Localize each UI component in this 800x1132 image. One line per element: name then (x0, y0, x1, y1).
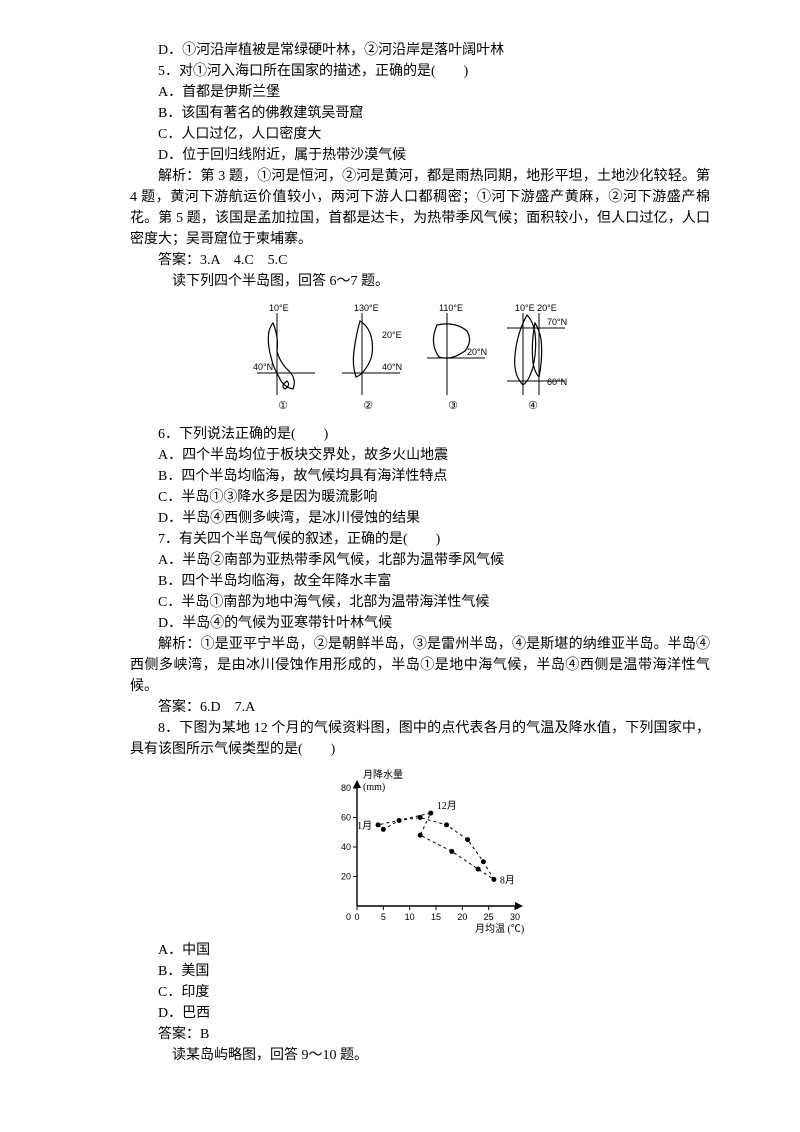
q5-option-d: D．位于回归线附近，属于热带沙漠气候 (130, 145, 710, 166)
climate-chart: 0 5 10 15 20 25 30 20 40 60 80 0 月降水量(mm) 月均温 (℃) 1月 8月… (130, 766, 710, 936)
q5-stem: 5．对①河入海口所在国家的描述，正确的是( ) (130, 61, 710, 82)
svg-text:20: 20 (341, 872, 351, 882)
svg-text:③: ③ (448, 400, 458, 412)
q6-option-d: D．半岛④西侧多峡湾，是冰川侵蚀的结果 (130, 508, 710, 529)
answers-3-4-5: 答案：3.A 4.C 5.C (130, 250, 710, 271)
q7-option-a: A．半岛②南部为亚热带季风气候，北部为温带季风气候 (130, 550, 710, 571)
svg-text:30: 30 (510, 912, 520, 922)
svg-text:110°E: 110°E (439, 303, 463, 313)
svg-text:20°E: 20°E (382, 330, 402, 340)
svg-text:0: 0 (354, 912, 359, 922)
svg-text:130°E: 130°E (354, 303, 379, 313)
q6-7-intro: 读下列四个半岛图，回答 6～7 题。 (130, 271, 710, 292)
svg-text:10°E 20°E: 10°E 20°E (515, 303, 557, 313)
svg-text:40: 40 (341, 842, 351, 852)
q4-option-d: D．①河沿岸植被是常绿硬叶林，②河沿岸是落叶阔叶林 (130, 40, 710, 61)
svg-text:①: ① (278, 400, 288, 412)
q6-option-a: A．四个半岛均位于板块交界处，故多火山地震 (130, 445, 710, 466)
answers-6-7: 答案：6.D 7.A (130, 697, 710, 718)
svg-text:20: 20 (457, 912, 467, 922)
q8-option-b: B．美国 (130, 961, 710, 982)
svg-text:月均温 (℃): 月均温 (℃) (475, 923, 524, 935)
q7-option-c: C．半岛①南部为地中海气候，北部为温带海洋性气候 (130, 592, 710, 613)
svg-text:60°N: 60°N (547, 377, 567, 387)
svg-text:60: 60 (341, 813, 351, 823)
peninsula-figure: 10°E 40°N ① 130°E 40°N 20°E ② 110°E 20°N ③ 10°E 20… (130, 298, 710, 420)
q8-option-c: C．印度 (130, 982, 710, 1003)
q8-option-a: A．中国 (130, 940, 710, 961)
analysis-3-4-5: 解析：第 3 题，①河是恒河，②河是黄河，都是雨热同期，地形平坦，土地沙化较轻。… (130, 166, 710, 250)
svg-text:15: 15 (431, 912, 441, 922)
page: D．①河沿岸植被是常绿硬叶林，②河沿岸是落叶阔叶林 5．对①河入海口所在国家的描… (0, 0, 800, 1132)
q8-stem: 8．下图为某地 12 个月的气候资料图，图中的点代表各月的气温及降水值，下列国家… (130, 718, 710, 760)
svg-text:10°E: 10°E (269, 303, 289, 313)
svg-text:④: ④ (528, 400, 538, 412)
svg-text:②: ② (363, 400, 373, 412)
q8-answer: 答案：B (130, 1024, 710, 1045)
svg-text:8月: 8月 (500, 874, 515, 886)
svg-text:80: 80 (341, 783, 351, 793)
q6-option-b: B．四个半岛均临海，故气候均具有海洋性特点 (130, 466, 710, 487)
climate-chart-svg: 0 5 10 15 20 25 30 20 40 60 80 0 月降水量(mm) 月均温 (℃) 1月 8月… (315, 766, 525, 936)
svg-text:10: 10 (405, 912, 415, 922)
svg-text:70°N: 70°N (547, 317, 567, 327)
q6-option-c: C．半岛①③降水多是因为暖流影响 (130, 487, 710, 508)
analysis-6-7: 解析：①是亚平宁半岛，②是朝鲜半岛，③是雷州半岛，④是斯堪的纳维亚半岛。半岛④西… (130, 634, 710, 697)
svg-text:1月: 1月 (357, 820, 372, 832)
svg-text:40°N: 40°N (382, 362, 402, 372)
q7-option-d: D．半岛④的气候为亚寒带针叶林气候 (130, 613, 710, 634)
q5-option-a: A．首都是伊斯兰堡 (130, 82, 710, 103)
q5-option-b: B．该国有著名的佛教建筑吴哥窟 (130, 103, 710, 124)
svg-text:40°N: 40°N (253, 362, 273, 372)
svg-text:月降水量: 月降水量 (363, 768, 403, 781)
q9-10-intro: 读某岛屿略图，回答 9～10 题。 (130, 1045, 710, 1066)
svg-text:(mm): (mm) (363, 782, 385, 793)
q5-option-c: C．人口过亿，人口密度大 (130, 124, 710, 145)
q7-option-b: B．四个半岛均临海，故全年降水丰富 (130, 571, 710, 592)
q8-option-d: D．巴西 (130, 1003, 710, 1024)
svg-text:25: 25 (484, 912, 494, 922)
peninsula-svg: 10°E 40°N ① 130°E 40°N 20°E ② 110°E 20°N ③ 10°E 20… (250, 298, 590, 413)
svg-text:12月: 12月 (437, 800, 457, 812)
q6-stem: 6．下列说法正确的是( ) (130, 424, 710, 445)
svg-text:5: 5 (381, 912, 386, 922)
q7-stem: 7．有关四个半岛气候的叙述，正确的是( ) (130, 529, 710, 550)
svg-text:20°N: 20°N (467, 347, 487, 357)
svg-text:0: 0 (346, 912, 351, 922)
